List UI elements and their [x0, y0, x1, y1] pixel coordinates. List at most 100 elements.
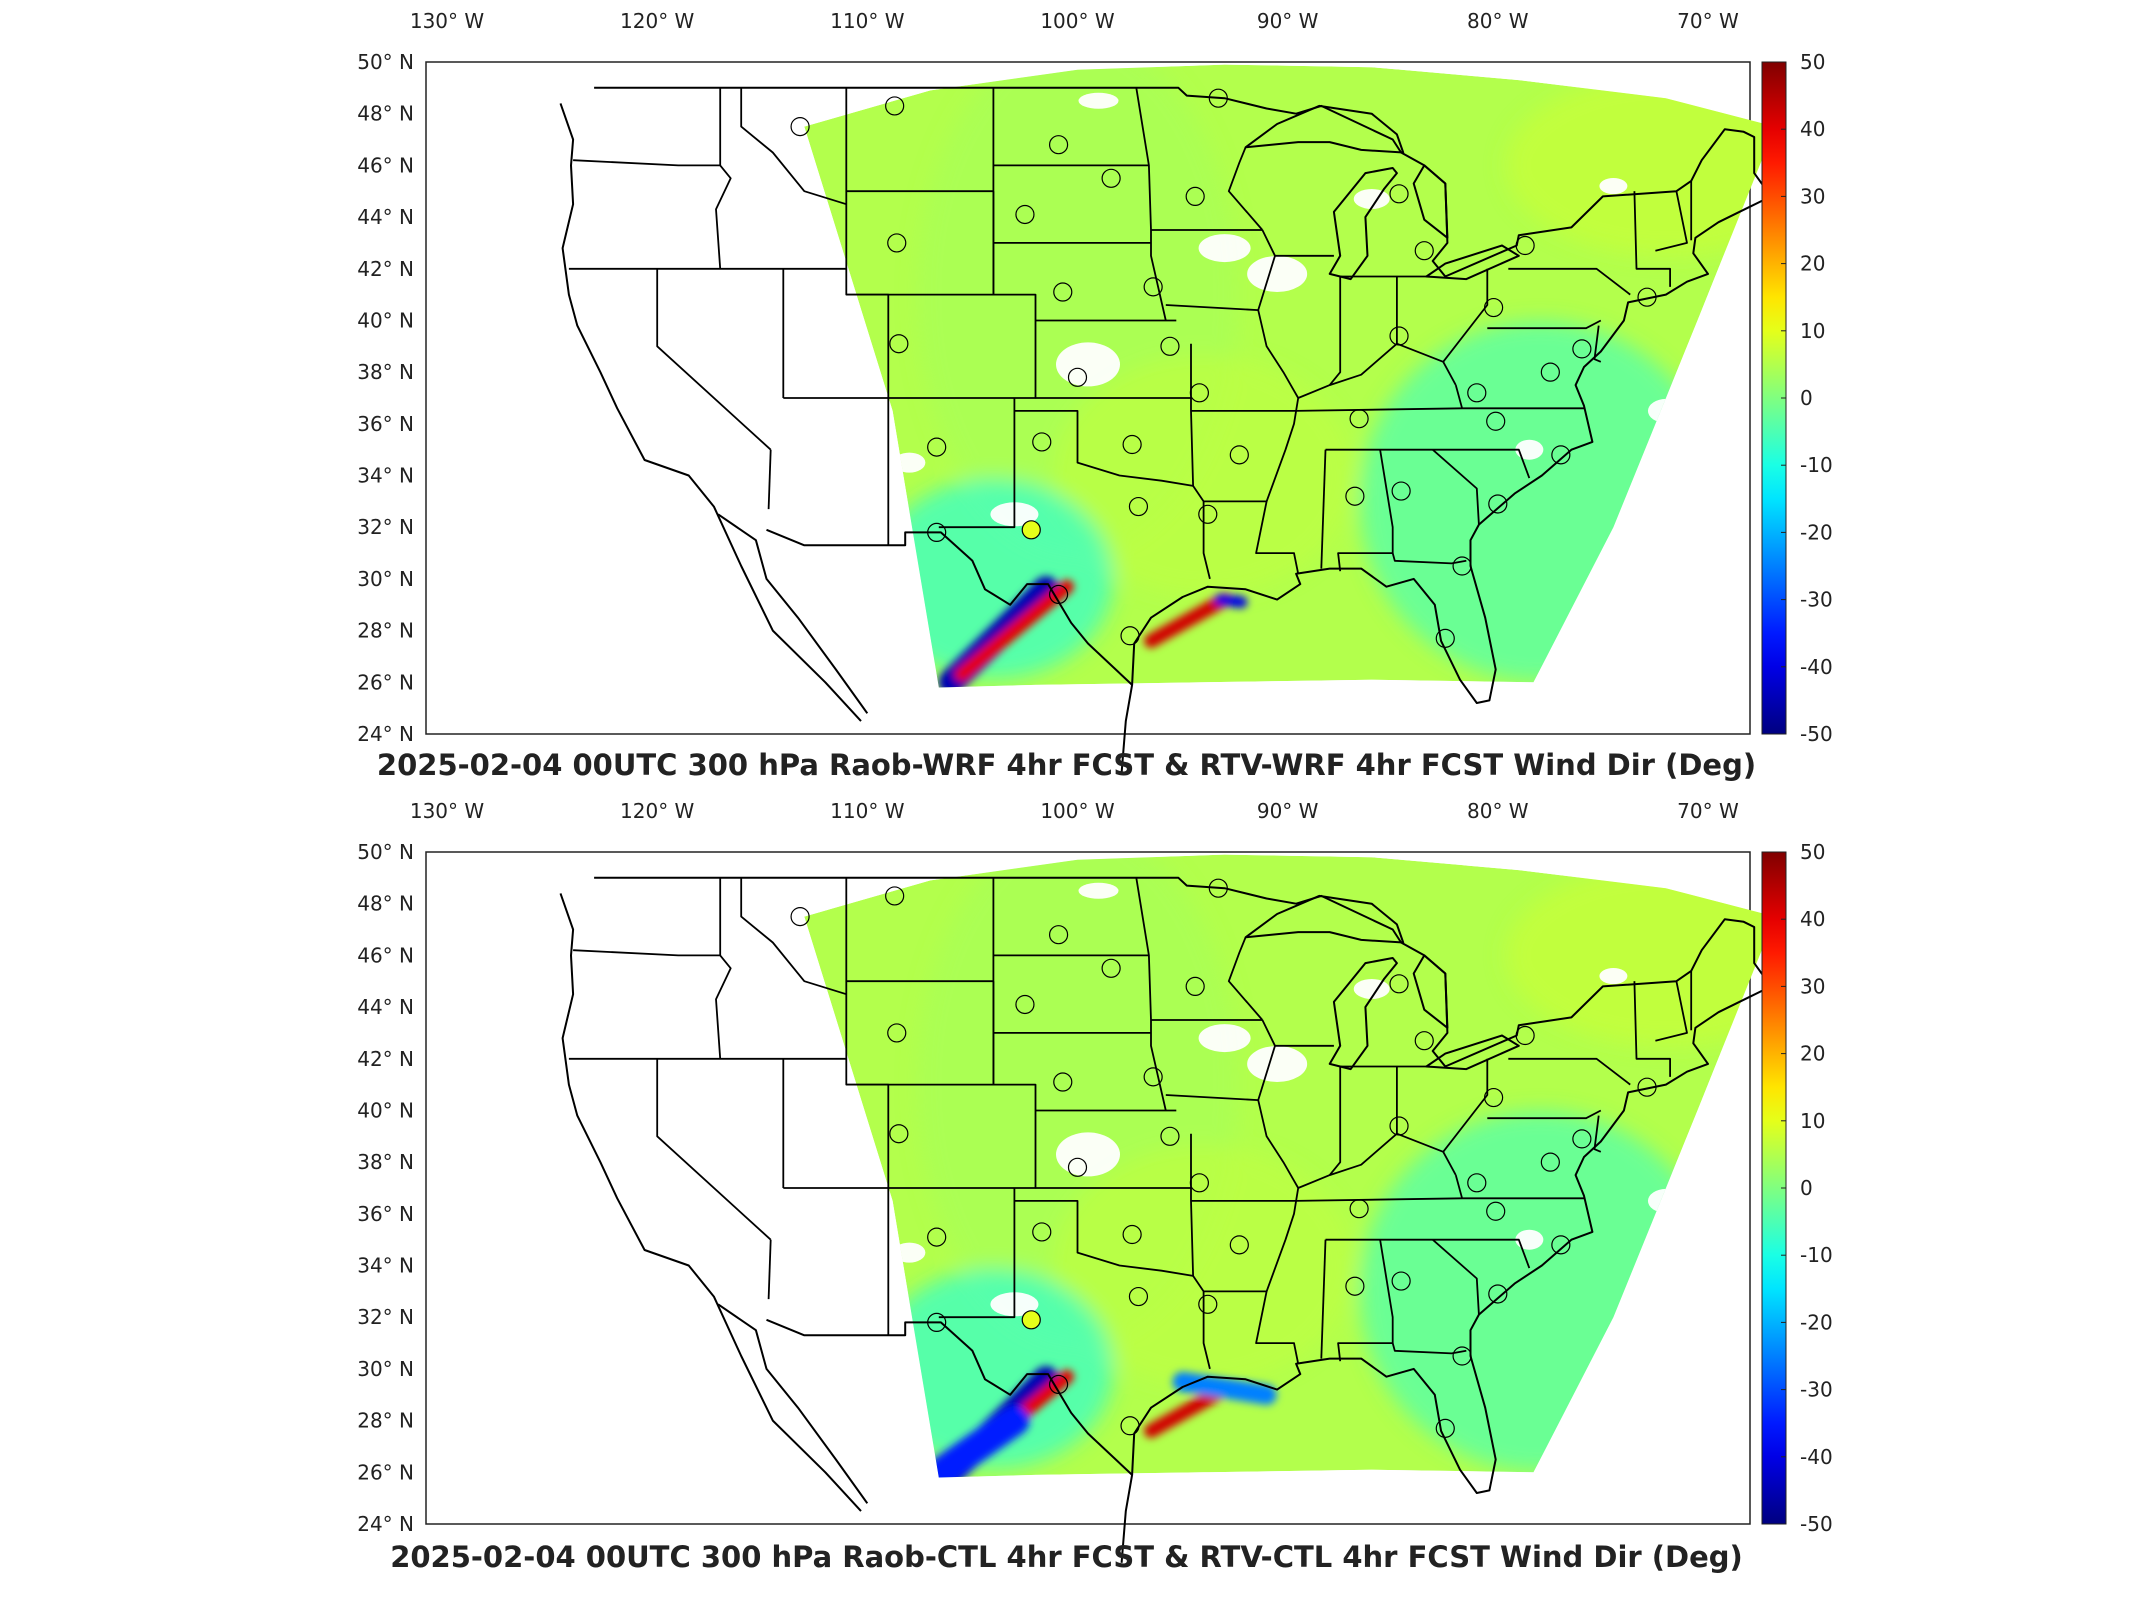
- state-boundary: [1432, 449, 1480, 525]
- y-tick-label: 30° N: [357, 1357, 414, 1381]
- state-boundary: [1655, 981, 1688, 1042]
- state-boundary: [1227, 936, 1264, 1021]
- state-boundary: [1442, 268, 1489, 363]
- great-lake-outline: [1412, 164, 1449, 239]
- y-tick-label: 50° N: [357, 50, 414, 74]
- state-boundary: [1593, 325, 1602, 363]
- colorbar-tick-label: 30: [1800, 974, 1825, 998]
- great-lake-outline: [1244, 894, 1405, 944]
- raob-marker: [885, 886, 905, 906]
- x-tick-label: 90° W: [1257, 9, 1319, 33]
- raob-marker: [1128, 1286, 1149, 1307]
- raob-marker: [927, 1312, 947, 1333]
- state-boundary: [1165, 1094, 1259, 1101]
- x-tick-labels: 130° W 120° W 110° W 100° W 90° W 80° W 70° W: [410, 799, 1739, 823]
- raob-marker: [1185, 976, 1205, 996]
- y-tick-label: 28° N: [357, 619, 414, 643]
- state-boundary: [1296, 1197, 1584, 1202]
- raob-marker: [927, 437, 947, 457]
- missing-data-patch: [1599, 178, 1628, 195]
- state-boundary: [1442, 1058, 1489, 1153]
- raob-marker: [889, 334, 909, 354]
- raob-marker: [1389, 974, 1409, 994]
- raob-marker: [1345, 486, 1365, 506]
- colorbar-tick-label: 10: [1800, 1109, 1825, 1133]
- raob-marker: [1540, 362, 1560, 382]
- raob-marker: [1143, 277, 1163, 297]
- x-tick-label: 130° W: [410, 9, 485, 33]
- state-boundary: [740, 877, 847, 996]
- y-tick-label: 50° N: [357, 840, 414, 864]
- raob-marker: [1160, 336, 1180, 356]
- raob-marker: [1389, 1116, 1409, 1136]
- state-boundary: [767, 1239, 772, 1300]
- colorbar-tick-label: 50: [1800, 840, 1825, 864]
- colorbar-tick-label: 0: [1800, 386, 1813, 410]
- state-boundary: [1165, 304, 1259, 311]
- state-boundary: [846, 293, 890, 546]
- raob-marker: [1484, 1087, 1504, 1108]
- raob-marker: [1208, 88, 1228, 108]
- missing-data-patch: [1515, 1229, 1544, 1250]
- state-boundary: [715, 87, 732, 269]
- raob-marker: [1015, 204, 1035, 225]
- anomaly-band-gulf-red: [1144, 592, 1232, 648]
- missing-data-patch: [1056, 342, 1120, 387]
- state-boundary: [1329, 276, 1342, 386]
- y-tick-label: 34° N: [357, 1254, 414, 1278]
- y-tick-label: 44° N: [357, 205, 414, 229]
- y-tick-label: 38° N: [357, 360, 414, 384]
- raob-marker: [1349, 1199, 1369, 1219]
- raob-marker: [1435, 628, 1455, 648]
- raob-marker: [1048, 925, 1069, 945]
- colorbar-tick-label: -10: [1800, 453, 1833, 477]
- y-tick-label: 36° N: [357, 412, 414, 436]
- field-southwest-cool: [873, 1268, 1114, 1469]
- great-lake-outline: [1328, 957, 1398, 1071]
- colorbar-tick-label: -40: [1800, 1445, 1833, 1469]
- y-tick-label: 30° N: [357, 567, 414, 591]
- state-boundary: [1320, 1239, 1327, 1359]
- state-boundary: [1325, 1238, 1531, 1269]
- raob-marker: [1467, 383, 1487, 403]
- state-boundary: [1227, 146, 1264, 231]
- state-boundary: [888, 1083, 1037, 1189]
- geography-layer: [559, 876, 1772, 1563]
- raob-marker: [887, 233, 907, 253]
- state-boundary: [1655, 191, 1688, 252]
- x-tick-label: 100° W: [1040, 799, 1115, 823]
- raob-marker: [1189, 383, 1209, 403]
- y-tick-label: 48° N: [357, 892, 414, 916]
- state-boundary: [1487, 1109, 1602, 1120]
- raob-marker: [1015, 994, 1035, 1015]
- map-figure-top: 130° W 120° W 110° W 100° W 90° W 80° W 70° W 2…: [357, 9, 1833, 773]
- us-mexico-border: [766, 1318, 1134, 1563]
- x-tick-labels: 130° W 120° W 110° W 100° W 90° W 80° W 70° W: [410, 9, 1739, 33]
- state-boundary: [740, 87, 847, 206]
- raob-marker: [1229, 1235, 1249, 1255]
- colorbar-tick-label: -30: [1800, 588, 1833, 612]
- field-texas-warm: [1053, 355, 1354, 596]
- colorbar-tick-label: -10: [1800, 1243, 1833, 1267]
- raob-marker: [1198, 504, 1218, 524]
- raob-marker: [1414, 1031, 1434, 1051]
- x-tick-label: 70° W: [1677, 9, 1739, 33]
- colorbar-tick-label: 40: [1800, 117, 1825, 141]
- colorbar-tick-label: 20: [1800, 252, 1825, 276]
- colorbar-tick-label: 20: [1800, 1042, 1825, 1066]
- state-boundary: [1014, 1199, 1194, 1277]
- raob-marker: [1120, 626, 1140, 646]
- state-boundary: [1454, 1174, 1463, 1199]
- anomaly-band-texas-blue-wide: [925, 1405, 1030, 1478]
- great-lake-outline: [1425, 244, 1520, 281]
- raob-marker: [1637, 287, 1657, 307]
- state-boundary: [656, 1058, 772, 1241]
- raob-marker: [1637, 1077, 1657, 1097]
- missing-data-patch: [1599, 968, 1628, 985]
- state-boundary: [938, 1188, 1016, 1319]
- x-tick-label: 70° W: [1677, 799, 1739, 823]
- state-boundary: [1432, 1239, 1480, 1315]
- y-tick-label: 46° N: [357, 153, 414, 177]
- raob-marker: [1391, 1271, 1411, 1291]
- state-boundary: [1508, 267, 1631, 296]
